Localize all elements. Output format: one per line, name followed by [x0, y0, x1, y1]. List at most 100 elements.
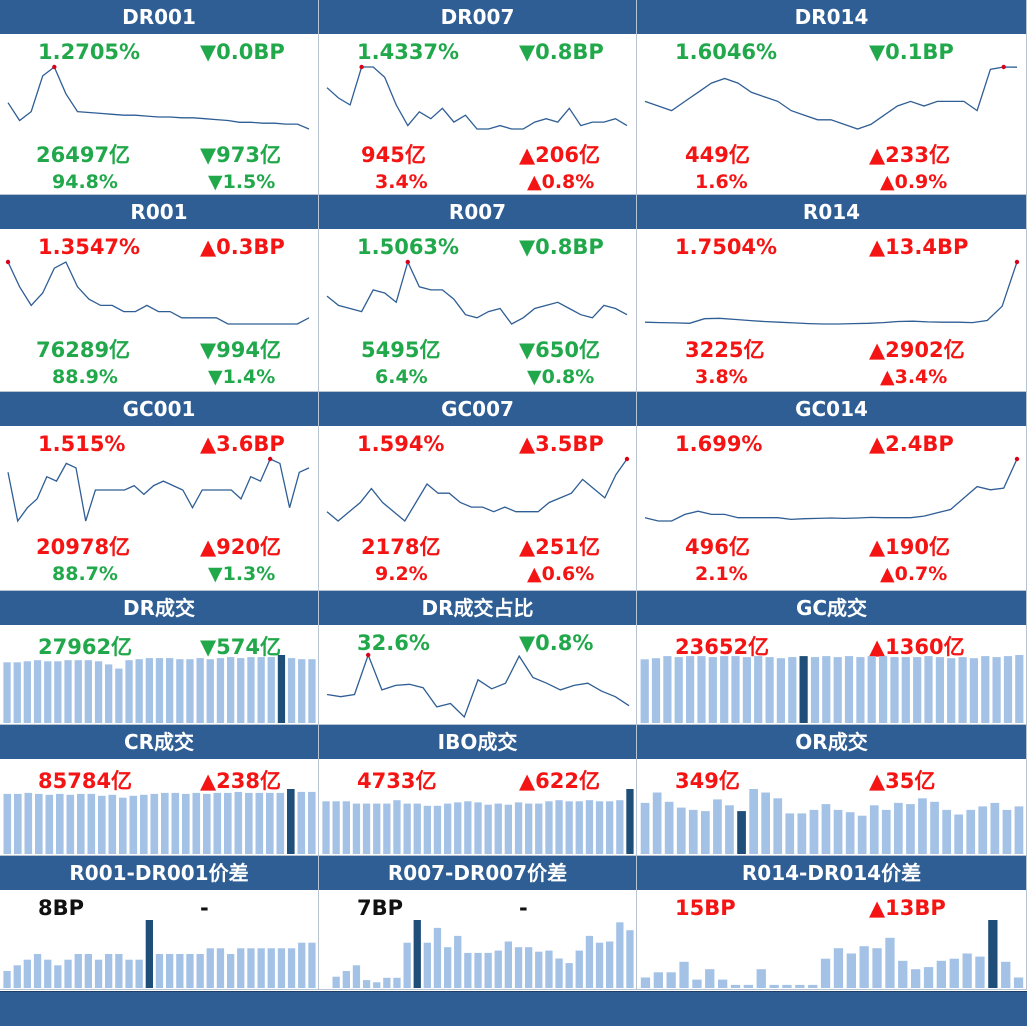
max-point-marker [1014, 259, 1020, 265]
bar [966, 809, 976, 854]
volume-value: 2178亿 [361, 535, 441, 559]
rate-change: ▲238亿 [200, 769, 281, 793]
rate-value: 1.515% [38, 432, 126, 456]
volume-change: ▲2902亿 [869, 338, 965, 362]
bar [108, 794, 117, 854]
volume-value: 3225亿 [685, 338, 765, 362]
bar [545, 801, 553, 854]
bar [196, 954, 204, 988]
bar [923, 967, 934, 988]
bar [247, 948, 255, 988]
bar [23, 661, 31, 723]
bar [140, 794, 148, 854]
bar [679, 961, 689, 988]
bar [585, 935, 594, 988]
bar [105, 664, 113, 723]
bar [234, 791, 243, 854]
share-value: 3.4% [375, 171, 428, 193]
bar [192, 792, 201, 854]
rate-change: ▲13BP [869, 896, 946, 920]
share-change: ▼0.8% [527, 366, 595, 388]
rate-change: ▲35亿 [869, 769, 936, 793]
bar-chart [3, 789, 316, 854]
bar [924, 656, 933, 723]
bar [74, 954, 82, 988]
volume-value: 76289亿 [36, 338, 131, 362]
share-change: ▼1.3% [208, 563, 276, 585]
bar [1013, 977, 1024, 988]
bar [464, 801, 472, 854]
bar-chart [640, 655, 1024, 724]
bar [782, 984, 792, 988]
bar [761, 792, 770, 854]
bar-highlight [626, 789, 634, 854]
volume-value: 449亿 [685, 143, 750, 167]
rate-change: ▲1360亿 [869, 635, 965, 659]
bar [935, 657, 944, 723]
bar [342, 801, 350, 854]
bar [373, 982, 381, 988]
volume-value: 945亿 [361, 143, 426, 167]
bar [444, 803, 452, 854]
bar [115, 954, 123, 988]
bar [1014, 806, 1024, 854]
bar [403, 942, 411, 988]
share-change: ▲0.8% [527, 171, 595, 193]
volume-change: ▲251亿 [519, 535, 600, 559]
share-value: 88.7% [52, 563, 118, 585]
bar [969, 658, 978, 723]
bar [464, 952, 472, 988]
bar [308, 659, 316, 723]
bar [1015, 655, 1024, 723]
bar [857, 815, 867, 854]
rate-value: 1.594% [357, 432, 445, 456]
rate-value: 7BP [357, 896, 404, 920]
rate-change: ▼0.0BP [200, 40, 285, 64]
bar [535, 803, 543, 854]
bar [898, 960, 908, 988]
bar [277, 948, 286, 988]
bar [742, 657, 751, 723]
footer-bar [0, 991, 1027, 1026]
bar [565, 963, 573, 988]
bar-highlight [413, 920, 421, 988]
bar [785, 813, 795, 854]
bar [743, 984, 753, 988]
volume-change: ▼973亿 [200, 143, 281, 167]
bar [298, 942, 306, 988]
bar [66, 794, 75, 854]
bar [247, 657, 255, 723]
bar [788, 657, 797, 723]
bar [297, 791, 306, 854]
bar [720, 656, 729, 723]
rate-value: 32.6% [357, 631, 430, 655]
bar [846, 953, 856, 988]
bar-chart [322, 789, 634, 854]
panel-gc007-2-1: GC007 1.594% ▲3.5BP 2178亿 ▲251亿 9.2% ▲0.6% [319, 392, 637, 591]
rate-change: ▲0.3BP [200, 235, 285, 259]
share-value: 88.9% [52, 366, 118, 388]
bar [718, 979, 728, 988]
bar [308, 791, 316, 854]
bar [352, 965, 361, 988]
bar [287, 948, 296, 988]
bar [322, 801, 330, 854]
rate-change: ▼574亿 [200, 635, 281, 659]
bar [565, 801, 573, 854]
series-line [7, 458, 310, 523]
bar [820, 958, 831, 988]
panel-title: R001 [0, 195, 318, 229]
max-point-marker [1014, 456, 1020, 462]
bar [287, 658, 296, 723]
volume-change: ▲233亿 [869, 143, 950, 167]
bar [135, 959, 143, 988]
bar [13, 662, 21, 723]
bar-highlight [145, 920, 153, 988]
bar [77, 793, 85, 854]
bar [84, 660, 92, 723]
bar [879, 656, 888, 723]
rate-change: ▲3.5BP [519, 432, 604, 456]
bar [1002, 809, 1012, 854]
panel-ibo--4-1: IBO成交 4733亿 ▲622亿 [319, 725, 637, 856]
rate-change: ▼0.8BP [519, 40, 604, 64]
